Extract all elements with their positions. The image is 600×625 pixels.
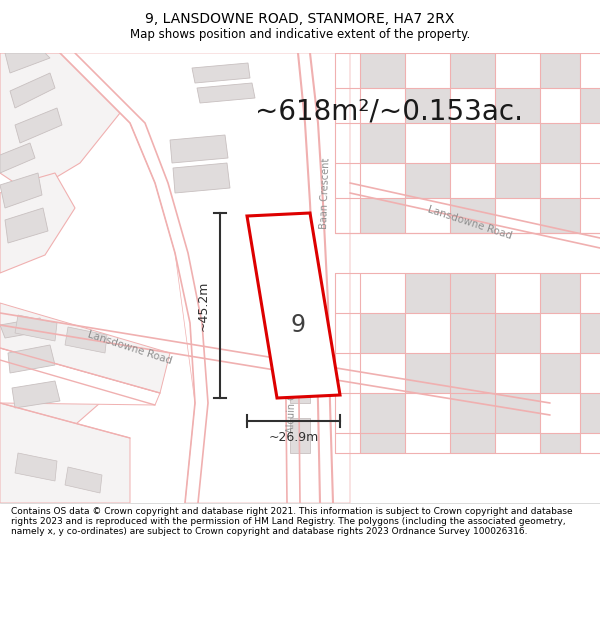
Polygon shape (360, 273, 405, 313)
Polygon shape (495, 393, 540, 433)
Text: Lansdowne Road: Lansdowne Road (86, 329, 173, 366)
Text: Lansdowne Road: Lansdowne Road (427, 204, 514, 241)
Polygon shape (450, 353, 495, 393)
Text: Alcuin Court: Alcuin Court (286, 373, 298, 433)
Polygon shape (0, 313, 100, 438)
Polygon shape (197, 83, 255, 103)
Polygon shape (540, 393, 580, 433)
Polygon shape (450, 273, 495, 313)
Polygon shape (580, 88, 600, 123)
Polygon shape (540, 313, 580, 353)
Polygon shape (0, 173, 42, 208)
Polygon shape (8, 345, 55, 373)
Polygon shape (60, 53, 350, 503)
Polygon shape (360, 433, 405, 453)
Polygon shape (12, 381, 60, 408)
Polygon shape (192, 63, 250, 83)
Text: ~618m²/~0.153ac.: ~618m²/~0.153ac. (255, 98, 523, 126)
Polygon shape (5, 208, 48, 243)
Polygon shape (405, 88, 450, 123)
Polygon shape (450, 123, 495, 163)
Polygon shape (0, 423, 50, 503)
Polygon shape (580, 393, 600, 433)
Polygon shape (450, 313, 495, 353)
Polygon shape (0, 348, 160, 405)
Text: 9: 9 (291, 314, 306, 338)
Polygon shape (450, 198, 495, 233)
Polygon shape (495, 433, 540, 453)
Polygon shape (450, 433, 495, 453)
Polygon shape (65, 327, 107, 353)
Polygon shape (0, 173, 75, 273)
Polygon shape (10, 73, 55, 108)
Polygon shape (0, 53, 120, 193)
Polygon shape (15, 315, 57, 341)
Text: 9, LANSDOWNE ROAD, STANMORE, HA7 2RX: 9, LANSDOWNE ROAD, STANMORE, HA7 2RX (145, 12, 455, 26)
Polygon shape (290, 368, 310, 403)
Polygon shape (15, 453, 57, 481)
Text: ~45.2m: ~45.2m (197, 280, 210, 331)
Polygon shape (540, 198, 580, 233)
Polygon shape (495, 88, 540, 123)
Polygon shape (65, 467, 102, 493)
Polygon shape (173, 163, 230, 193)
Polygon shape (360, 123, 405, 163)
Polygon shape (247, 213, 340, 398)
Polygon shape (5, 53, 50, 73)
Polygon shape (405, 353, 450, 393)
Polygon shape (0, 143, 35, 173)
Polygon shape (290, 418, 310, 453)
Text: Baan Crescent: Baan Crescent (319, 158, 331, 229)
Polygon shape (405, 313, 450, 353)
Polygon shape (450, 53, 495, 88)
Polygon shape (495, 313, 540, 353)
Polygon shape (540, 353, 580, 393)
Polygon shape (540, 53, 580, 88)
Text: ~26.9m: ~26.9m (268, 431, 319, 444)
Polygon shape (495, 163, 540, 198)
Text: Map shows position and indicative extent of the property.: Map shows position and indicative extent… (130, 28, 470, 41)
Polygon shape (405, 163, 450, 198)
Text: Contains OS data © Crown copyright and database right 2021. This information is : Contains OS data © Crown copyright and d… (11, 507, 572, 536)
Polygon shape (450, 393, 495, 433)
Polygon shape (580, 433, 600, 453)
Polygon shape (15, 108, 62, 143)
Polygon shape (540, 273, 580, 313)
Polygon shape (405, 273, 450, 313)
Polygon shape (495, 273, 540, 313)
Polygon shape (540, 433, 580, 453)
Polygon shape (170, 135, 228, 163)
Polygon shape (495, 353, 540, 393)
Polygon shape (405, 433, 450, 453)
Polygon shape (290, 318, 310, 353)
Polygon shape (0, 318, 45, 338)
Polygon shape (360, 353, 405, 393)
Polygon shape (405, 393, 450, 433)
Polygon shape (360, 198, 405, 233)
Polygon shape (580, 353, 600, 393)
Polygon shape (360, 313, 405, 353)
Polygon shape (540, 123, 580, 163)
Polygon shape (360, 393, 405, 433)
Polygon shape (580, 273, 600, 313)
Polygon shape (0, 303, 170, 393)
Polygon shape (0, 403, 130, 503)
Polygon shape (360, 53, 405, 88)
Polygon shape (580, 313, 600, 353)
